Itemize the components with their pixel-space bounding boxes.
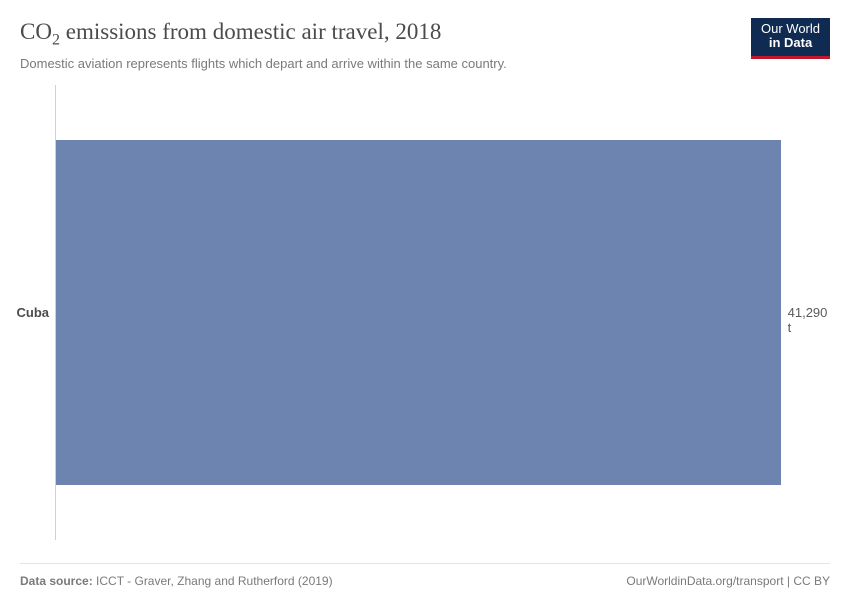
- title-pre: CO: [20, 19, 52, 44]
- bar-cuba: [56, 140, 781, 486]
- footer-left: Data source: ICCT - Graver, Zhang and Ru…: [20, 574, 333, 588]
- value-label: 41,290 t: [788, 305, 830, 335]
- chart-card: CO2 emissions from domestic air travel, …: [0, 0, 850, 600]
- logo-line2: in Data: [761, 36, 820, 50]
- header: CO2 emissions from domestic air travel, …: [20, 18, 830, 71]
- footer-right: OurWorldinData.org/transport | CC BY: [626, 574, 830, 588]
- title-subscript: 2: [52, 32, 60, 49]
- title-post: emissions from domestic air travel, 2018: [60, 19, 441, 44]
- source-label: Data source:: [20, 574, 93, 588]
- chart-area: Cuba41,290 t: [55, 85, 830, 540]
- title-block: CO2 emissions from domestic air travel, …: [20, 18, 751, 71]
- chart-subtitle: Domestic aviation represents flights whi…: [20, 56, 751, 71]
- chart-title: CO2 emissions from domestic air travel, …: [20, 18, 751, 50]
- owid-logo: Our World in Data: [751, 18, 830, 59]
- footer: Data source: ICCT - Graver, Zhang and Ru…: [20, 563, 830, 588]
- source-text: ICCT - Graver, Zhang and Rutherford (201…: [93, 574, 333, 588]
- logo-line1: Our World: [761, 22, 820, 36]
- category-label: Cuba: [0, 305, 49, 320]
